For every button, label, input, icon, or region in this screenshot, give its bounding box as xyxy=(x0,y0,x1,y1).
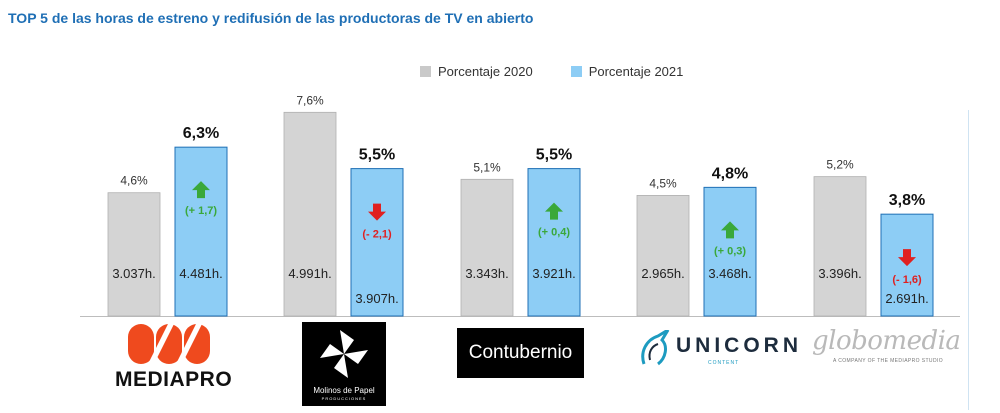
arrow-down-icon xyxy=(898,249,916,267)
arrow-down-icon xyxy=(368,203,386,221)
bar-2021 xyxy=(527,168,581,317)
bar-2021-percent-label: 3,8% xyxy=(889,192,925,209)
legend-swatch-2021 xyxy=(570,66,582,77)
molinos-logo: Molinos de Papel PRODUCCIONES xyxy=(302,322,386,406)
legend-swatch-2020 xyxy=(420,66,431,77)
bar-2021-hours-label: 3.921h. xyxy=(532,266,575,281)
bar-2021-hours-label: 4.481h. xyxy=(179,266,222,281)
bar-2021-percent-label: 5,5% xyxy=(359,147,395,164)
bar-2021 xyxy=(703,186,757,317)
legend-label-2020: Porcentaje 2020 xyxy=(438,64,533,79)
bar-2020-hours-label: 4.991h. xyxy=(288,266,331,281)
bar-2021-hours-label: 3.907h. xyxy=(355,291,398,306)
bar-2021 xyxy=(350,168,404,317)
bar-2021 xyxy=(174,146,228,317)
arrow-up-icon xyxy=(721,221,739,239)
bar-2020 xyxy=(107,192,161,317)
bar-2020-percent-label: 5,1% xyxy=(473,160,501,174)
bar-2020-percent-label: 4,5% xyxy=(649,176,677,190)
bar-2020 xyxy=(636,194,690,317)
bar-2021-hours-label: 2.691h. xyxy=(885,291,928,306)
mediapro-logo-icon xyxy=(128,324,210,364)
bar-2020 xyxy=(813,176,867,317)
change-label: (- 2,1) xyxy=(362,229,392,241)
bar-2021-percent-label: 4,8% xyxy=(712,165,748,182)
unicorn-head-icon xyxy=(641,330,670,366)
bar-2020-hours-label: 3.396h. xyxy=(818,266,861,281)
change-label: (+ 1,7) xyxy=(185,205,217,217)
bar-2021-percent-label: 5,5% xyxy=(536,147,572,164)
change-label: (+ 0,3) xyxy=(714,245,746,257)
bar-2020 xyxy=(283,111,337,317)
change-label: (+ 0,4) xyxy=(538,227,570,239)
unicorn-logo-text: UNICORN xyxy=(676,334,802,357)
bar-2020-percent-label: 7,6% xyxy=(296,93,324,107)
bar-2020 xyxy=(460,178,514,317)
legend-item-2021: Porcentaje 2021 xyxy=(570,64,684,79)
bar-2020-percent-label: 4,6% xyxy=(120,174,148,188)
change-label: (- 1,6) xyxy=(892,274,922,286)
legend-label-2021: Porcentaje 2021 xyxy=(588,64,684,79)
molinos-logo-text: Molinos de Papel xyxy=(313,386,375,395)
molinos-logo-subtext: PRODUCCIONES xyxy=(321,396,367,401)
arrow-up-icon xyxy=(545,202,563,220)
arrow-up-icon xyxy=(192,181,210,199)
contubernio-logo: Contubernio xyxy=(457,328,584,378)
legend-item-2020: Porcentaje 2020 xyxy=(420,64,533,79)
chart-title: TOP 5 de las horas de estreno y redifusi… xyxy=(8,10,534,26)
bar-2020-hours-label: 2.965h. xyxy=(641,266,684,281)
pinwheel-icon xyxy=(320,330,368,378)
bar-2020-hours-label: 3.037h. xyxy=(112,266,155,281)
bar-2020-percent-label: 5,2% xyxy=(826,158,854,172)
bar-2021-hours-label: 3.468h. xyxy=(708,266,751,281)
bar-2020-hours-label: 3.343h. xyxy=(465,266,508,281)
divider-line xyxy=(968,110,969,410)
legend: Porcentaje 2020 Porcentaje 2021 xyxy=(420,64,683,79)
bar-2021-percent-label: 6,3% xyxy=(183,125,219,142)
globomedia-logo-subtext: A COMPANY OF THE MEDIAPRO STUDIO xyxy=(833,358,944,364)
unicorn-logo-subtext: CONTENT xyxy=(708,360,740,366)
globomedia-logo-text: globomedia xyxy=(812,326,961,356)
mediapro-logo-text: MEDIAPRO xyxy=(115,368,233,391)
